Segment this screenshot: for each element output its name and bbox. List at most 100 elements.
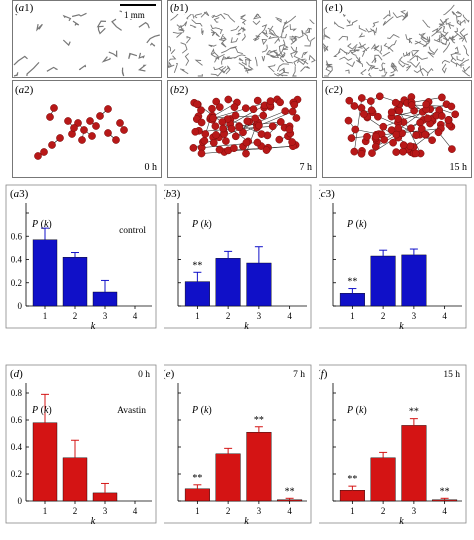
time-label: 7 h bbox=[300, 162, 313, 173]
bar-k1 bbox=[185, 282, 210, 306]
y-axis-label: P (k) bbox=[31, 405, 52, 416]
x-tick-label: 4 bbox=[442, 311, 447, 321]
x-tick-label: 2 bbox=[381, 311, 386, 321]
network-node bbox=[393, 149, 400, 156]
network-node bbox=[277, 118, 284, 125]
network-node bbox=[104, 129, 111, 136]
bar-k3 bbox=[402, 255, 427, 306]
significance-marker: ** bbox=[347, 277, 357, 288]
x-tick-label: 2 bbox=[381, 506, 386, 516]
x-axis-label: k bbox=[399, 321, 404, 332]
x-tick-label: 3 bbox=[103, 506, 108, 516]
network-panel-a2: (a2)0 h bbox=[12, 80, 162, 178]
network-node bbox=[448, 146, 455, 153]
y-tick-label: 0.4 bbox=[11, 442, 23, 452]
network-node bbox=[345, 117, 352, 124]
network-node bbox=[228, 125, 235, 132]
network-node bbox=[276, 136, 283, 143]
network-node bbox=[56, 134, 63, 141]
bar-k1 bbox=[33, 240, 57, 306]
significance-marker: ** bbox=[192, 473, 202, 484]
y-axis-label: P (k) bbox=[31, 219, 52, 230]
y-tick-label: 0.6 bbox=[11, 415, 23, 425]
y-tick-label: 0.4 bbox=[11, 255, 23, 265]
x-axis-label: k bbox=[244, 516, 249, 527]
chart-annotation: control bbox=[119, 226, 146, 236]
time-label: 15 h bbox=[443, 370, 460, 380]
network-node bbox=[417, 119, 424, 126]
network-node bbox=[422, 131, 429, 138]
bar-k2 bbox=[371, 458, 396, 501]
network-node bbox=[254, 97, 261, 104]
x-tick-label: 3 bbox=[257, 311, 262, 321]
vessel-panel-e1: (e1) bbox=[322, 0, 472, 78]
network-node bbox=[348, 135, 355, 142]
bar-k1 bbox=[33, 423, 57, 501]
network-node bbox=[438, 112, 445, 119]
network-node bbox=[212, 131, 219, 138]
network-node bbox=[352, 126, 359, 133]
y-tick-label: 0.8 bbox=[11, 388, 23, 398]
network-node bbox=[242, 105, 249, 112]
panel-label: (f) bbox=[319, 368, 328, 380]
network-node bbox=[236, 124, 243, 131]
network-node bbox=[289, 108, 296, 115]
panel-label: (a3) bbox=[10, 188, 29, 200]
network-node bbox=[242, 150, 249, 157]
vessel-panel-b1: (b1) bbox=[167, 0, 317, 78]
network-node bbox=[70, 124, 77, 131]
bar-k4 bbox=[277, 500, 302, 501]
bar-k3 bbox=[247, 432, 272, 501]
network-node bbox=[407, 143, 414, 150]
significance-marker: ** bbox=[440, 486, 450, 497]
vessel-panel-a1: (a1)1 mm bbox=[12, 0, 162, 78]
panel-label: (c3) bbox=[319, 188, 335, 200]
chart-annotation: Avastin bbox=[117, 406, 146, 416]
network-node bbox=[216, 146, 223, 153]
bar-k3 bbox=[247, 263, 272, 306]
panel-label: (b3) bbox=[164, 188, 181, 200]
y-tick-label: 0.6 bbox=[11, 231, 23, 241]
y-tick-label: 0.2 bbox=[11, 278, 22, 288]
bar-k1 bbox=[340, 293, 365, 306]
panel-label: (b2) bbox=[170, 84, 189, 96]
network-node bbox=[368, 150, 375, 157]
network-node bbox=[198, 150, 205, 157]
significance-marker: ** bbox=[347, 474, 357, 485]
network-node bbox=[291, 101, 298, 108]
network-node bbox=[358, 94, 365, 101]
network-node bbox=[395, 115, 402, 122]
scale-bar-label: 1 mm bbox=[124, 10, 145, 20]
network-node bbox=[232, 112, 239, 119]
x-tick-label: 4 bbox=[133, 311, 138, 321]
x-tick-label: 2 bbox=[73, 311, 78, 321]
x-axis-label: k bbox=[244, 321, 249, 332]
network-node bbox=[363, 133, 370, 140]
network-node bbox=[48, 141, 55, 148]
network-node bbox=[413, 132, 420, 139]
x-axis-label: k bbox=[91, 321, 96, 332]
chart-e: **12**3**4kP (k)(e)7 h bbox=[164, 358, 319, 535]
bar-k1 bbox=[185, 489, 210, 501]
network-panel-b2: (b2) 7 h bbox=[167, 80, 317, 178]
network-node bbox=[423, 101, 430, 108]
bar-k4 bbox=[432, 500, 457, 501]
network-node bbox=[400, 142, 407, 149]
network-node bbox=[376, 93, 383, 100]
y-tick-label: 0 bbox=[18, 301, 23, 311]
network-node bbox=[390, 139, 397, 146]
bar-k2 bbox=[371, 256, 396, 306]
network-node bbox=[194, 101, 201, 108]
network-node bbox=[367, 98, 374, 105]
network-node bbox=[210, 115, 217, 122]
network-node bbox=[222, 138, 229, 145]
network-node bbox=[219, 118, 226, 125]
network-node bbox=[358, 150, 365, 157]
y-axis-label: P (k) bbox=[191, 405, 212, 416]
x-tick-label: 2 bbox=[73, 506, 78, 516]
bar-k3 bbox=[93, 493, 117, 501]
network-node bbox=[243, 139, 250, 146]
